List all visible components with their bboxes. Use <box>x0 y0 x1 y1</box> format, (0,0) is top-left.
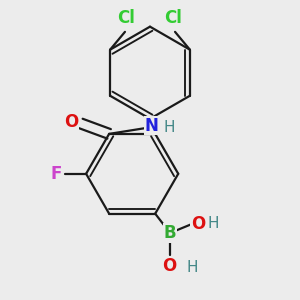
Text: O: O <box>191 215 206 233</box>
Text: H: H <box>164 120 176 135</box>
Text: N: N <box>145 117 158 135</box>
Text: Cl: Cl <box>118 8 135 26</box>
Text: O: O <box>64 113 78 131</box>
Text: H: H <box>207 216 219 231</box>
Text: H: H <box>186 260 198 275</box>
Text: Cl: Cl <box>165 8 182 26</box>
Text: B: B <box>164 224 176 242</box>
Text: O: O <box>162 257 176 275</box>
Text: F: F <box>51 165 62 183</box>
